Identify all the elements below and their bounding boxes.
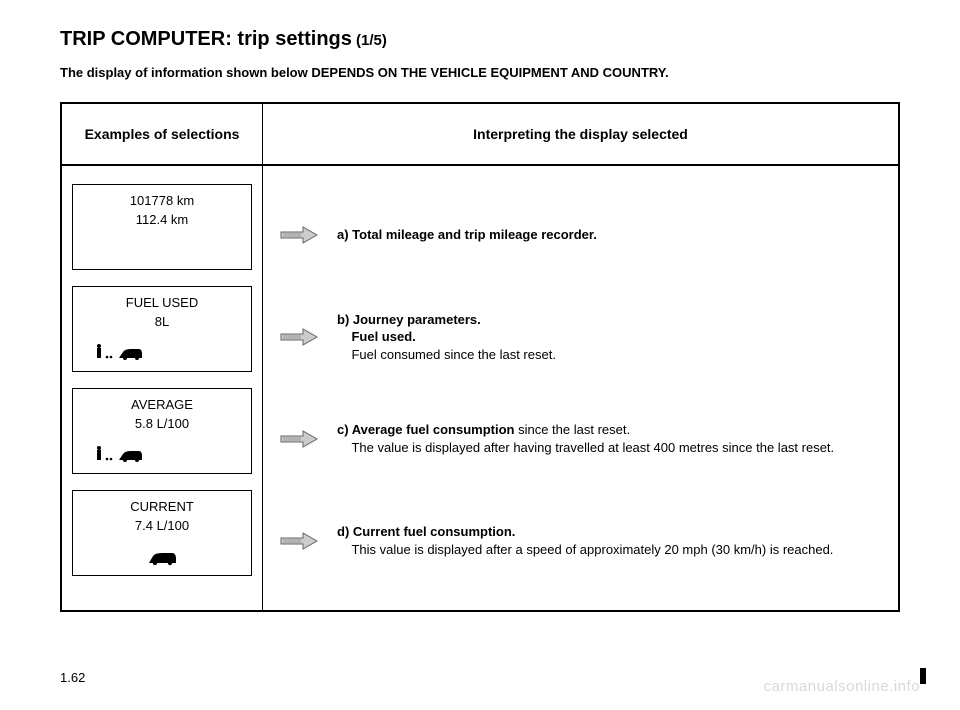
- display-line1: AVERAGE: [73, 397, 251, 412]
- title-main: TRIP COMPUTER:: [60, 28, 232, 50]
- table-row: d) Current fuel consumption. This value …: [263, 490, 898, 592]
- table-row: c) Average fuel consumption since the la…: [263, 388, 898, 490]
- dependency-note: The display of information shown below D…: [60, 65, 900, 80]
- desc-current: d) Current fuel consumption. This value …: [337, 523, 888, 558]
- arrow-right-icon: [279, 327, 319, 347]
- fuel-pump-car-icon: [97, 344, 143, 365]
- display-line2: 5.8 L/100: [73, 416, 251, 431]
- desc-lead: d) Current fuel consumption.: [337, 524, 515, 539]
- desc-lead: a) Total mileage and trip mileage record…: [337, 227, 597, 242]
- desc-mileage: a) Total mileage and trip mileage record…: [337, 226, 888, 244]
- arrow-right-icon: [279, 531, 319, 551]
- table-header-right: Interpreting the display selected: [262, 104, 898, 166]
- examples-column: 101778 km 112.4 km FUEL USED 8L: [62, 166, 262, 610]
- title-sub2: (1/5): [352, 32, 387, 49]
- table-row: a) Total mileage and trip mileage record…: [263, 184, 898, 286]
- page-title: TRIP COMPUTER: trip settings (1/5): [60, 28, 900, 51]
- desc-body: The value is displayed after having trav…: [351, 440, 834, 455]
- desc-average: c) Average fuel consumption since the la…: [337, 421, 888, 456]
- table-row: b) Journey parameters. Fuel used. Fuel c…: [263, 286, 898, 388]
- display-line1: 101778 km: [73, 193, 251, 208]
- title-sub1: trip settings: [232, 28, 352, 50]
- desc-journey: b) Journey parameters. Fuel used. Fuel c…: [337, 311, 888, 364]
- display-line2: 8L: [73, 314, 251, 329]
- desc-sub-bold: Fuel used.: [351, 329, 415, 344]
- page-number: 1.62: [60, 670, 85, 685]
- desc-lead-tail: since the last reset.: [514, 422, 630, 437]
- desc-lead: c) Average fuel consumption: [337, 422, 514, 437]
- desc-lead: b) Journey parameters.: [337, 312, 481, 327]
- settings-table: Examples of selections Interpreting the …: [60, 102, 900, 612]
- interpretation-column: a) Total mileage and trip mileage record…: [262, 166, 898, 610]
- display-line1: FUEL USED: [73, 295, 251, 310]
- display-box-mileage: 101778 km 112.4 km: [72, 184, 252, 270]
- arrow-right-icon: [279, 429, 319, 449]
- watermark: carmanualsonline.info: [764, 678, 920, 695]
- display-line2: 112.4 km: [73, 212, 251, 227]
- display-line1: CURRENT: [73, 499, 251, 514]
- car-icon: [147, 550, 177, 569]
- fuel-pump-car-icon: [97, 446, 143, 467]
- corner-mark-icon: [920, 668, 926, 684]
- table-header-left: Examples of selections: [62, 104, 262, 166]
- display-line2: 7.4 L/100: [73, 518, 251, 533]
- display-box-average: AVERAGE 5.8 L/100: [72, 388, 252, 474]
- display-box-fuel-used: FUEL USED 8L: [72, 286, 252, 372]
- desc-body: Fuel consumed since the last reset.: [351, 347, 556, 362]
- desc-body: This value is displayed after a speed of…: [351, 542, 833, 557]
- display-box-current: CURRENT 7.4 L/100: [72, 490, 252, 576]
- arrow-right-icon: [279, 225, 319, 245]
